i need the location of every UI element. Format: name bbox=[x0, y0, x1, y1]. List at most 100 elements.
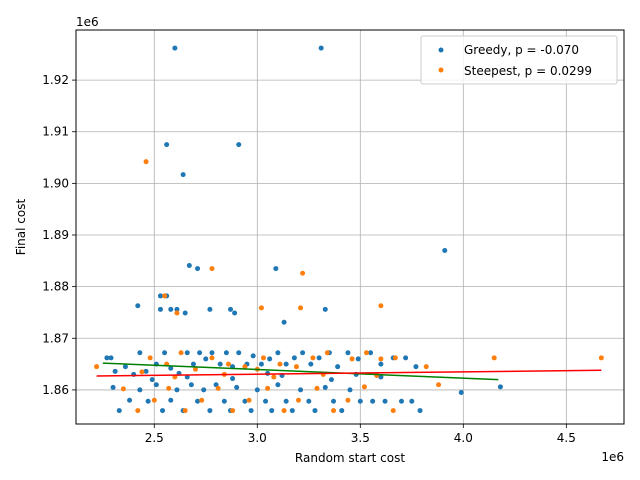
y-tick-label: 1.90 bbox=[42, 176, 69, 190]
greedy-point bbox=[368, 350, 374, 356]
y-tick-label: 1.89 bbox=[42, 228, 69, 242]
x-tick-label: 3.0 bbox=[248, 431, 267, 445]
greedy-point bbox=[230, 376, 236, 382]
x-tick-label: 2.5 bbox=[145, 431, 164, 445]
steepest-point bbox=[143, 159, 149, 165]
greedy-point bbox=[248, 408, 254, 414]
greedy-point bbox=[145, 398, 151, 404]
greedy-point bbox=[195, 398, 201, 404]
greedy-point bbox=[164, 142, 170, 148]
steepest-point bbox=[314, 385, 320, 391]
steepest-point bbox=[94, 364, 100, 370]
greedy-point bbox=[232, 310, 238, 316]
x-tick-label: 4.5 bbox=[557, 431, 576, 445]
steepest-point bbox=[598, 355, 604, 361]
x-axis-ticks: 2.5 3.0 3.5 4.0 4.5 bbox=[145, 424, 576, 445]
greedy-point bbox=[184, 374, 190, 380]
greedy-point bbox=[228, 306, 234, 312]
greedy-point bbox=[110, 384, 116, 390]
greedy-point bbox=[217, 361, 223, 367]
greedy-point bbox=[190, 361, 196, 367]
greedy-point bbox=[236, 350, 242, 356]
steepest-point bbox=[260, 355, 266, 361]
legend-label-greedy: Greedy, p = -0.070 bbox=[464, 43, 579, 57]
greedy-point bbox=[201, 387, 207, 393]
greedy-point bbox=[413, 364, 419, 370]
x-tick-label: 4.0 bbox=[454, 431, 473, 445]
fit-lines bbox=[96, 362, 602, 381]
greedy-point bbox=[403, 355, 409, 361]
greedy-point bbox=[157, 306, 163, 312]
legend: Greedy, p = -0.070 Steepest, p = 0.0299 bbox=[420, 35, 618, 85]
steepest-point bbox=[324, 350, 330, 356]
greedy-point bbox=[186, 262, 192, 268]
greedy-point bbox=[188, 382, 194, 388]
greedy-point bbox=[442, 247, 448, 253]
greedy-point bbox=[236, 142, 242, 148]
greedy-point bbox=[497, 384, 503, 390]
greedy-point bbox=[182, 310, 188, 316]
steepest-point bbox=[271, 374, 277, 380]
steepest-point bbox=[390, 408, 396, 414]
greedy-point bbox=[300, 350, 306, 356]
greedy-point bbox=[283, 361, 289, 367]
greedy-point bbox=[291, 355, 297, 361]
grid bbox=[76, 30, 624, 424]
y-tick-label: 1.86 bbox=[42, 383, 69, 397]
steepest-point bbox=[120, 386, 126, 392]
steepest-point bbox=[281, 408, 287, 414]
greedy-point bbox=[242, 398, 248, 404]
steepest-point bbox=[230, 408, 236, 414]
greedy-point bbox=[207, 408, 213, 414]
greedy-point bbox=[409, 398, 415, 404]
steepest-point bbox=[174, 310, 180, 316]
steepest-point bbox=[300, 270, 306, 276]
steepest-point bbox=[209, 355, 215, 361]
greedy-point bbox=[203, 356, 209, 362]
steepest-point bbox=[361, 384, 367, 390]
greedy-point bbox=[172, 45, 178, 51]
steepest-point bbox=[265, 385, 271, 391]
greedy-point bbox=[104, 355, 110, 361]
steepest-point bbox=[162, 293, 168, 299]
greedy-point bbox=[322, 384, 328, 390]
greedy-point bbox=[168, 397, 174, 403]
x-offset-label: 1e6 bbox=[601, 450, 624, 464]
greedy-point bbox=[328, 377, 334, 383]
steepest-point bbox=[491, 355, 497, 361]
plot-frame bbox=[75, 29, 625, 425]
greedy-point bbox=[345, 350, 351, 356]
greedy-point bbox=[162, 350, 168, 356]
greedy-point bbox=[263, 398, 269, 404]
steepest-point bbox=[277, 361, 283, 367]
greedy-point bbox=[184, 350, 190, 356]
steepest-point bbox=[349, 356, 355, 362]
greedy-point bbox=[322, 306, 328, 312]
greedy-point bbox=[168, 365, 174, 371]
greedy-point bbox=[234, 384, 240, 390]
greedy-point bbox=[269, 408, 275, 414]
steepest-point bbox=[147, 355, 153, 361]
steepest-point bbox=[135, 408, 141, 414]
steepest-fit-line bbox=[96, 369, 602, 377]
greedy-point bbox=[250, 353, 256, 359]
greedy-point bbox=[160, 408, 166, 414]
greedy-point bbox=[112, 368, 118, 374]
greedy-point bbox=[174, 306, 180, 312]
greedy-point bbox=[122, 364, 128, 370]
steepest-point bbox=[436, 382, 442, 388]
greedy-point bbox=[153, 382, 159, 388]
greedy-point bbox=[116, 408, 122, 414]
greedy-point bbox=[174, 387, 180, 393]
greedy-point bbox=[378, 374, 384, 380]
legend-marker-steepest bbox=[438, 67, 444, 73]
greedy-point bbox=[308, 361, 314, 367]
legend-box bbox=[420, 35, 618, 85]
greedy-point bbox=[275, 382, 281, 388]
greedy-point bbox=[281, 319, 287, 325]
greedy-point bbox=[382, 398, 388, 404]
steepest-point bbox=[392, 355, 398, 361]
greedy-point bbox=[223, 350, 229, 356]
greedy-point bbox=[143, 368, 149, 374]
